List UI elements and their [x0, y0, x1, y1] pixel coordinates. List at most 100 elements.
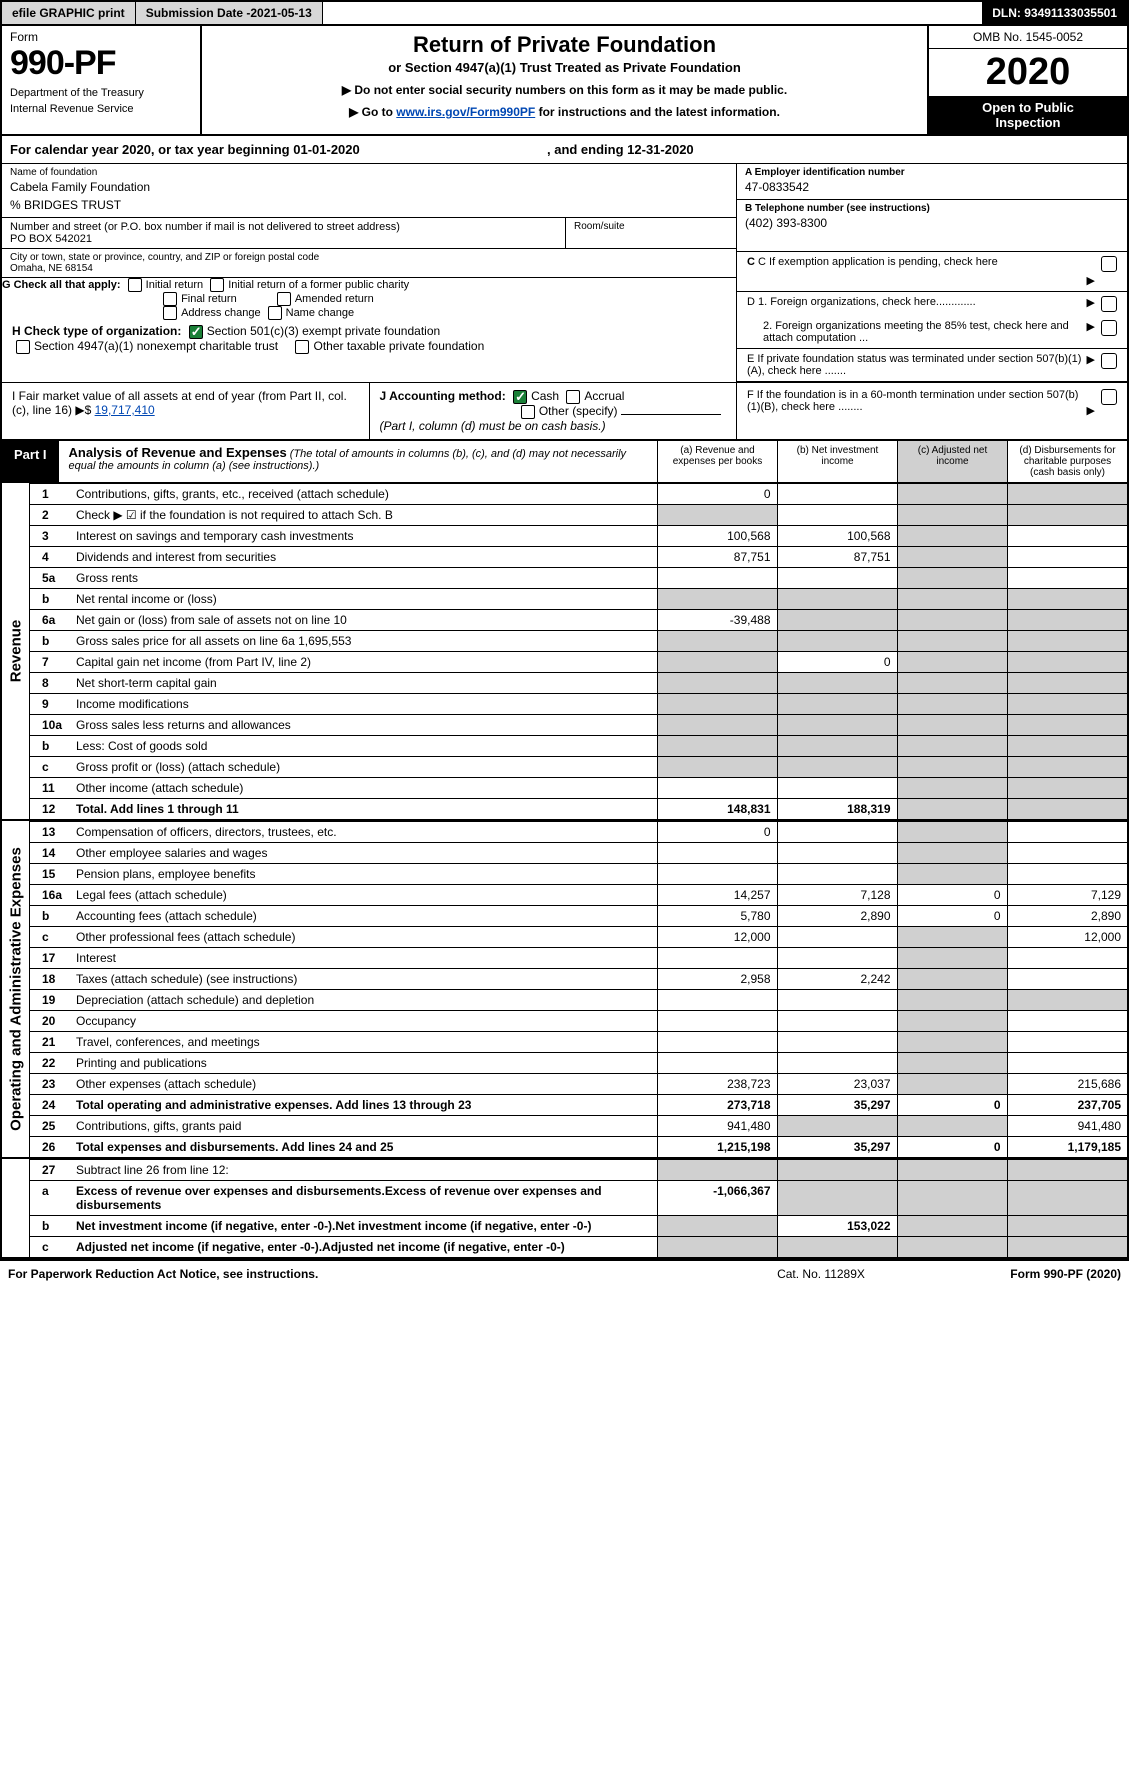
dln-label: DLN:: [992, 6, 1024, 20]
col-a: 148,831: [657, 798, 777, 819]
col-b: [777, 947, 897, 968]
d1-checkbox[interactable]: [1101, 296, 1117, 312]
expenses-side-label: Operating and Administrative Expenses: [2, 821, 30, 1157]
col-c: [897, 1052, 1007, 1073]
part1-title-box: Analysis of Revenue and Expenses (The to…: [59, 441, 657, 482]
j-other: Other (specify): [539, 404, 618, 418]
table-row: 2Check ▶ ☑ if the foundation is not requ…: [30, 504, 1127, 525]
row-number: c: [30, 926, 70, 947]
row-number: 25: [30, 1115, 70, 1136]
col-d: 215,686: [1007, 1073, 1127, 1094]
final-return-checkbox[interactable]: [163, 292, 177, 306]
f-label: F If the foundation is in a 60-month ter…: [747, 389, 1087, 433]
row-label: Adjusted net income (if negative, enter …: [70, 1236, 657, 1257]
row-label: Total. Add lines 1 through 11: [70, 798, 657, 819]
table-row: 6aNet gain or (loss) from sale of assets…: [30, 609, 1127, 630]
col-c: 0: [897, 905, 1007, 926]
tel-field: B Telephone number (see instructions) (4…: [737, 200, 1127, 252]
col-d: [1007, 1010, 1127, 1031]
other-taxable-checkbox[interactable]: [295, 340, 309, 354]
name-change-checkbox[interactable]: [268, 306, 282, 320]
form-word: Form: [10, 30, 192, 44]
col-c: [897, 1215, 1007, 1236]
row-label: Other professional fees (attach schedule…: [70, 926, 657, 947]
row-label: Less: Cost of goods sold: [70, 735, 657, 756]
c-row: C C If exemption application is pending,…: [737, 252, 1127, 292]
col-d: [1007, 947, 1127, 968]
col-b-hdr: (b) Net investment income: [777, 441, 897, 482]
fmv-link[interactable]: 19,717,410: [95, 403, 155, 417]
col-b: 153,022: [777, 1215, 897, 1236]
row-number: 16a: [30, 884, 70, 905]
cash-checkbox[interactable]: [513, 390, 527, 404]
row-label: Pension plans, employee benefits: [70, 863, 657, 884]
instruction-2: ▶ Go to www.irs.gov/Form990PF for instru…: [212, 105, 917, 119]
table-row: bLess: Cost of goods sold: [30, 735, 1127, 756]
i-label: I Fair market value of all assets at end…: [12, 389, 347, 417]
row-label: Printing and publications: [70, 1052, 657, 1073]
d2-checkbox[interactable]: [1101, 320, 1117, 336]
col-d: [1007, 1236, 1127, 1257]
col-b: [777, 777, 897, 798]
page-footer: For Paperwork Reduction Act Notice, see …: [0, 1261, 1129, 1287]
row-number: 15: [30, 863, 70, 884]
col-c: [897, 483, 1007, 504]
row-number: 8: [30, 672, 70, 693]
501c3-checkbox[interactable]: [189, 325, 203, 339]
g-o2: Initial return of a former public charit…: [228, 279, 409, 291]
col-c: [897, 842, 1007, 863]
col-a: -1,066,367: [657, 1180, 777, 1215]
irs-link[interactable]: www.irs.gov/Form990PF: [396, 105, 535, 119]
addr-label: Number and street (or P.O. box number if…: [10, 221, 557, 233]
efile-print-button[interactable]: efile GRAPHIC print: [2, 2, 136, 24]
row-number: 11: [30, 777, 70, 798]
col-b: 7,128: [777, 884, 897, 905]
name-value: Cabela Family Foundation: [10, 178, 728, 196]
room-field: Room/suite: [566, 218, 736, 248]
table-row: 10aGross sales less returns and allowanc…: [30, 714, 1127, 735]
accrual-checkbox[interactable]: [566, 390, 580, 404]
tax-year: 2020: [929, 49, 1127, 96]
g-o3: Final return: [181, 293, 237, 305]
col-c: [897, 1073, 1007, 1094]
e-checkbox[interactable]: [1101, 353, 1117, 369]
f-checkbox[interactable]: [1101, 389, 1117, 405]
table-row: bAccounting fees (attach schedule)5,7802…: [30, 905, 1127, 926]
col-a: 0: [657, 821, 777, 842]
col-b: [777, 1236, 897, 1257]
4947-checkbox[interactable]: [16, 340, 30, 354]
col-d: 1,179,185: [1007, 1136, 1127, 1157]
col-a: [657, 567, 777, 588]
table-row: 13Compensation of officers, directors, t…: [30, 821, 1127, 842]
table-row: 17Interest: [30, 947, 1127, 968]
table-row: 23Other expenses (attach schedule)238,72…: [30, 1073, 1127, 1094]
address-change-checkbox[interactable]: [163, 306, 177, 320]
row-number: 19: [30, 989, 70, 1010]
col-d: [1007, 863, 1127, 884]
col-c: [897, 777, 1007, 798]
identification-block: Name of foundation Cabela Family Foundat…: [2, 164, 1127, 383]
city-value: Omaha, NE 68154: [10, 263, 728, 274]
initial-former-checkbox[interactable]: [210, 278, 224, 292]
col-b: 100,568: [777, 525, 897, 546]
col-b: [777, 842, 897, 863]
revenue-table: 1Contributions, gifts, grants, etc., rec…: [30, 483, 1127, 819]
h-o2: Section 4947(a)(1) nonexempt charitable …: [34, 339, 278, 353]
row-number: b: [30, 735, 70, 756]
col-c: [897, 714, 1007, 735]
col-d: [1007, 588, 1127, 609]
address-row: Number and street (or P.O. box number if…: [2, 218, 736, 249]
col-b: [777, 1052, 897, 1073]
c-checkbox[interactable]: [1101, 256, 1117, 272]
table-row: cOther professional fees (attach schedul…: [30, 926, 1127, 947]
other-method-checkbox[interactable]: [521, 405, 535, 419]
address-field: Number and street (or P.O. box number if…: [2, 218, 566, 248]
dln: DLN: 93491133035501: [982, 2, 1127, 24]
dln-value: 93491133035501: [1024, 6, 1117, 20]
col-a: 941,480: [657, 1115, 777, 1136]
col-a-hdr: (a) Revenue and expenses per books: [657, 441, 777, 482]
col-d: 941,480: [1007, 1115, 1127, 1136]
initial-return-checkbox[interactable]: [128, 278, 142, 292]
open-line2: Inspection: [933, 115, 1123, 130]
amended-return-checkbox[interactable]: [277, 292, 291, 306]
